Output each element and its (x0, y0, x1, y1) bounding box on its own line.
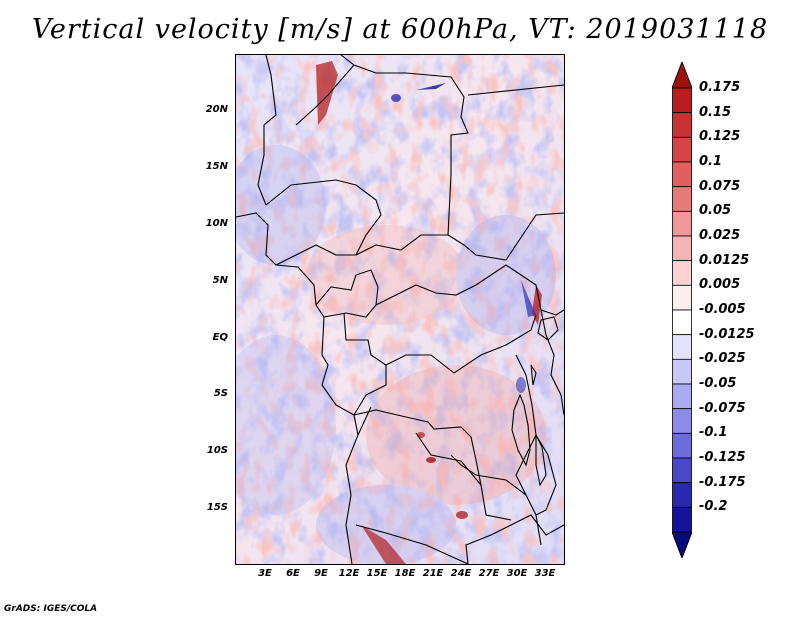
colorbar-segment (672, 482, 692, 508)
lon-label-15e: 15E (366, 568, 388, 579)
lon-label-12e: 12E (338, 568, 360, 579)
lon-label-3e: 3E (258, 568, 272, 579)
colorbar-label: -0.2 (699, 499, 728, 515)
colorbar-label: 0.075 (699, 178, 741, 194)
colorbar-label: 0.15 (699, 104, 732, 120)
colorbar-segment (672, 260, 692, 286)
lon-label-18e: 18E (394, 568, 416, 579)
colorbar-segment (672, 383, 692, 410)
colorbar-segment (672, 334, 692, 360)
colorbar-segment (672, 358, 692, 385)
colorbar-segment (672, 87, 692, 114)
colorbar (672, 62, 692, 558)
lon-label-24e: 24E (450, 568, 472, 579)
map-panel (235, 54, 565, 565)
colorbar-label: 0.025 (699, 228, 741, 243)
colorbar-segment (672, 408, 692, 434)
colorbar-label: -0.025 (699, 351, 746, 367)
colorbar-label: 0.1 (699, 154, 723, 169)
strong-downdraft-cores (391, 83, 536, 393)
lat-label-eq: EQ (212, 332, 228, 343)
colorbar-label: 0.0125 (699, 252, 750, 268)
lat-label-15n: 15N (205, 161, 228, 172)
colorbar-label: 0.05 (699, 203, 732, 219)
colorbar-segment (672, 284, 692, 311)
colorbar-top-arrow (672, 62, 692, 89)
vertical-velocity-field (236, 55, 564, 564)
chart-title: Vertical velocity [m/s] at 600hPa, VT: 2… (31, 14, 769, 45)
colorbar-segment (672, 457, 692, 484)
colorbar-label: 0.125 (699, 129, 741, 145)
colorbar-label: -0.005 (699, 302, 746, 317)
lon-label-9e: 9E (314, 568, 328, 579)
colorbar-segment (672, 161, 692, 188)
grads-credit: GrADS: IGES/COLA (4, 604, 98, 614)
lat-label-10s: 10S (206, 445, 228, 456)
colorbar-label: -0.125 (699, 450, 746, 465)
colorbar-segment (672, 136, 692, 163)
colorbar-segment (672, 210, 692, 237)
regional-tints (236, 145, 556, 564)
lat-label-5n: 5N (212, 275, 228, 286)
colorbar-bottom-arrow (672, 531, 692, 558)
lon-label-6e: 6E (286, 568, 300, 579)
lat-label-15s: 15S (206, 502, 228, 513)
lon-label-21e: 21E (422, 568, 444, 579)
colorbar-segment (672, 112, 692, 138)
lon-label-30e: 30E (506, 568, 528, 579)
lat-label-10n: 10N (205, 218, 228, 229)
political-borders (236, 55, 564, 564)
colorbar-segment (672, 506, 692, 533)
colorbar-segment (672, 235, 692, 262)
colorbar-label: 0.005 (699, 277, 741, 293)
colorbar-label: -0.1 (699, 425, 728, 441)
colorbar-segment (672, 309, 692, 336)
colorbar-label: -0.0125 (699, 326, 755, 342)
colorbar-label: -0.075 (699, 400, 746, 416)
lon-label-27e: 27E (478, 568, 500, 579)
colorbar-label: -0.175 (699, 474, 746, 490)
colorbar-segment (672, 186, 692, 212)
lat-label-20n: 20N (205, 104, 228, 115)
lake-outlines (511, 316, 559, 487)
colorbar-label: 0.175 (699, 80, 741, 95)
colorbar-label: -0.05 (699, 376, 737, 391)
lat-label-5s: 5S (213, 388, 228, 399)
lon-label-33e: 33E (534, 568, 556, 579)
colorbar-segment (672, 432, 692, 459)
ascent-pattern (236, 55, 564, 564)
